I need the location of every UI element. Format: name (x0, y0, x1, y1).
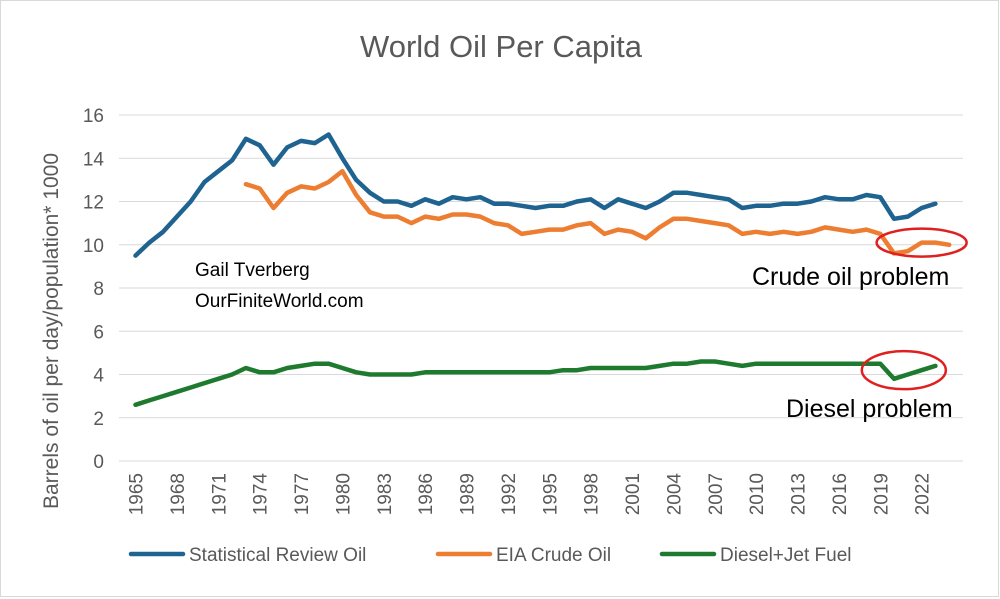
x-tick-labels: 1965 1968 1971 1974 1977 1980 1983 1986 1989 1992… (127, 473, 934, 516)
y-tick-labels: 0 2 4 6 8 10 12 14 16 (83, 106, 105, 473)
x-tick-2007: 2007 (706, 473, 727, 515)
x-tick-1977: 1977 (292, 473, 313, 515)
series-line-1 (243, 168, 952, 256)
legend-label-2: Diesel+Jet Fuel (720, 545, 851, 566)
y-tick-2: 2 (93, 409, 104, 430)
author-website: OurFiniteWorld.com (195, 291, 364, 312)
x-tick-2016: 2016 (830, 473, 851, 515)
x-tick-1974: 1974 (251, 473, 272, 516)
x-tick-1992: 1992 (499, 473, 520, 515)
annotation-layer: Gail Tverberg OurFiniteWorld.com Crude o… (195, 227, 968, 423)
x-tick-2022: 2022 (913, 473, 934, 515)
chart-title: World Oil Per Capita (360, 29, 643, 64)
x-tick-2001: 2001 (623, 473, 644, 515)
series-line-0 (133, 132, 938, 258)
x-tick-1986: 1986 (416, 473, 437, 515)
x-tick-1983: 1983 (375, 473, 396, 515)
series-line-2 (133, 359, 938, 408)
y-tick-0: 0 (93, 452, 104, 473)
y-axis-label: Barrels of oil per day/population* 1000 (40, 153, 63, 509)
x-tick-1980: 1980 (333, 473, 354, 515)
diesel-callout: Diesel problem (786, 395, 953, 423)
x-tick-2019: 2019 (871, 473, 892, 515)
x-tick-1995: 1995 (540, 473, 561, 515)
x-tick-1968: 1968 (168, 473, 189, 515)
crude-problem-circle (875, 227, 968, 258)
legend: Statistical Review Oil EIA Crude Oil Diese… (128, 545, 851, 566)
x-tick-2013: 2013 (789, 473, 810, 515)
author-name: Gail Tverberg (195, 260, 310, 281)
y-tick-4: 4 (93, 366, 104, 387)
x-tick-1971: 1971 (209, 473, 230, 515)
legend-label-1: EIA Crude Oil (496, 545, 611, 566)
x-tick-1989: 1989 (458, 473, 479, 515)
legend-label-0: Statistical Review Oil (189, 545, 366, 566)
x-tick-2004: 2004 (664, 473, 685, 516)
y-tick-16: 16 (83, 106, 104, 127)
y-tick-10: 10 (83, 236, 104, 257)
crude-oil-callout: Crude oil problem (752, 263, 949, 291)
x-tick-1965: 1965 (127, 473, 148, 515)
y-tick-8: 8 (93, 279, 104, 300)
y-tick-12: 12 (83, 193, 104, 214)
x-tick-2010: 2010 (747, 473, 768, 515)
series-layer (133, 132, 952, 408)
y-tick-14: 14 (83, 149, 105, 170)
y-tick-6: 6 (93, 322, 104, 343)
x-tick-1998: 1998 (582, 473, 603, 515)
diesel-problem-circle (860, 349, 948, 391)
